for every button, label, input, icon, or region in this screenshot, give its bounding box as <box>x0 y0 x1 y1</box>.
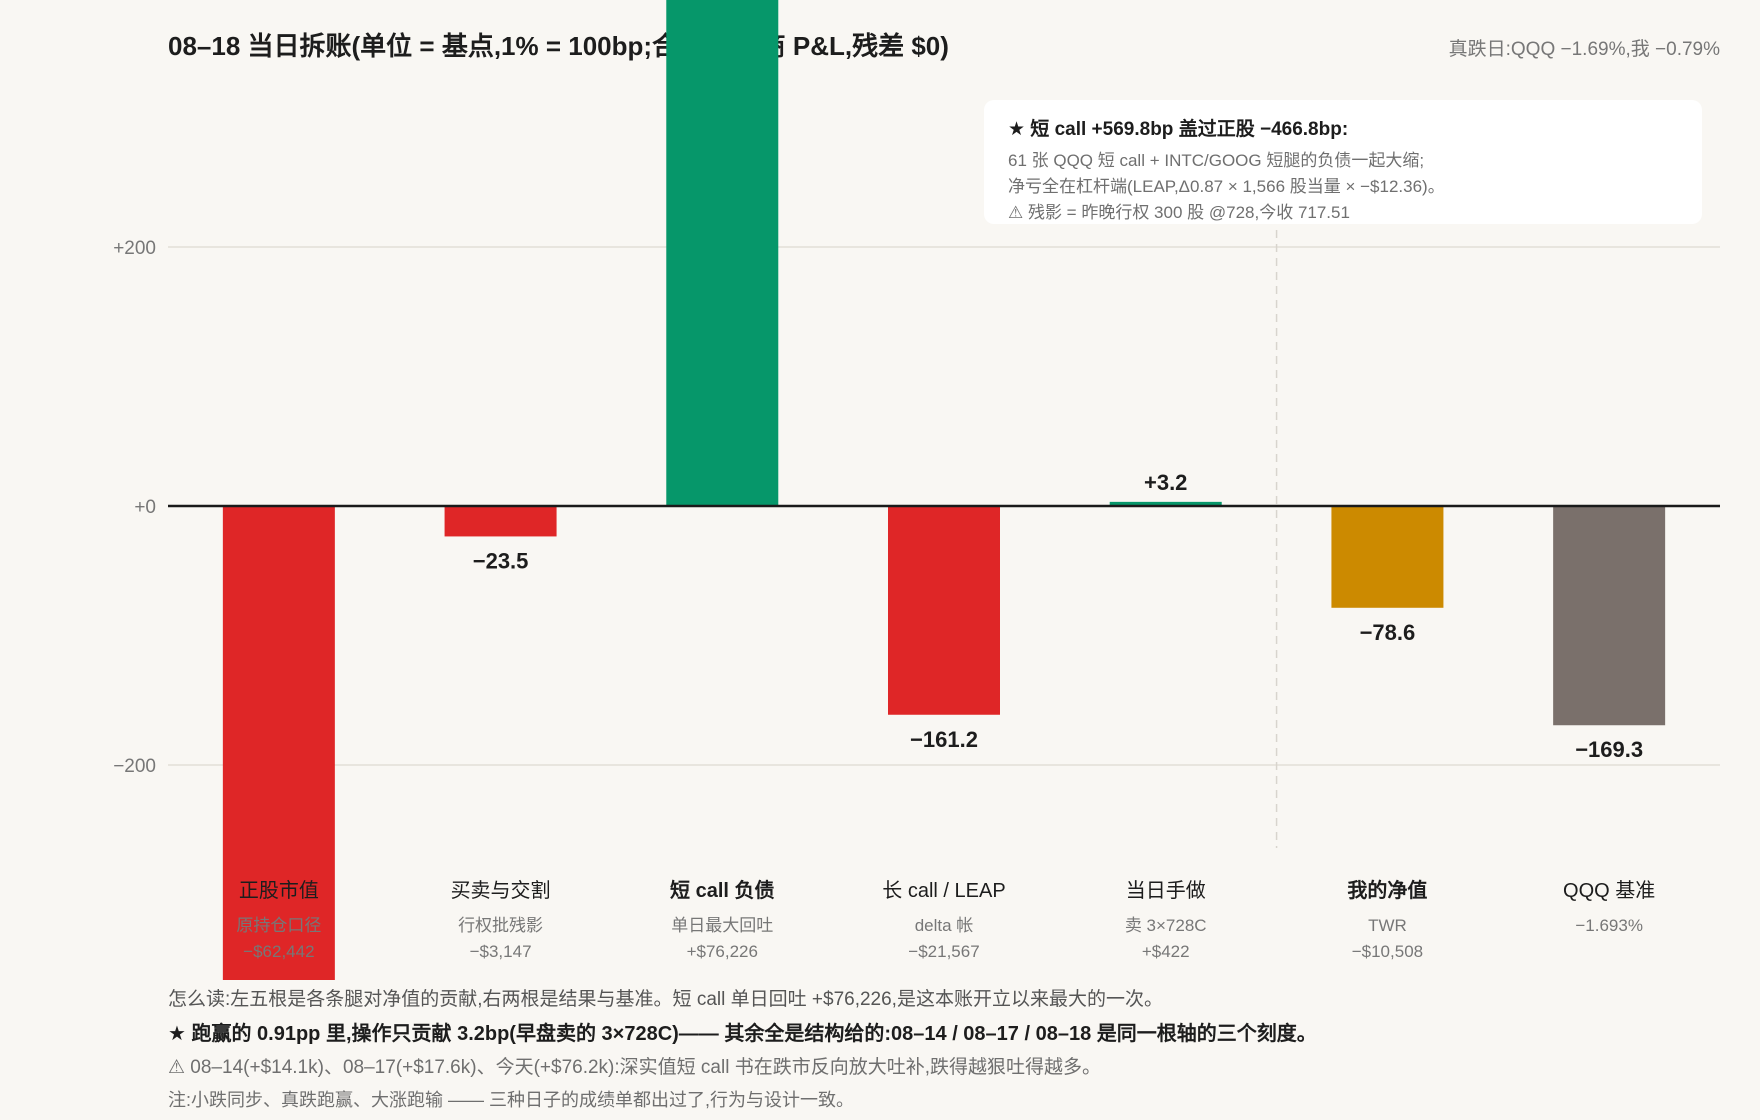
footer-highlight: ★ 跑赢的 0.91pp 里,操作只贡献 3.2bp(早盘卖的 3×728C)—… <box>168 1023 1317 1045</box>
chart-subtitle: 真跌日:QQQ −1.69%,我 −0.79% <box>1448 39 1720 60</box>
category-amount: −$62,442 <box>243 942 314 961</box>
category-amount: −$21,567 <box>908 942 979 961</box>
category-sublabel: TWR <box>1368 916 1407 935</box>
category-sublabel: 行权批残影 <box>458 916 543 935</box>
data-label: −169.3 <box>1575 737 1643 762</box>
annotation-line: 净亏全在杠杆端(LEAP,Δ0.87 × 1,566 股当量 × −$12.36… <box>1008 177 1445 196</box>
category-sublabel: delta 帐 <box>915 916 974 935</box>
category-amount: +$76,226 <box>687 942 758 961</box>
annotation-line: 61 张 QQQ 短 call + INTC/GOOG 短腿的负债一起大缩; <box>1008 151 1425 170</box>
category-label: 正股市值 <box>239 879 319 902</box>
footer-warning: ⚠ 08–14(+$14.1k)、08–17(+$17.6k)、今天(+$76.… <box>168 1057 1101 1078</box>
category-label: 我的净值 <box>1347 878 1427 902</box>
y-tick-label: +0 <box>134 497 156 518</box>
data-label: +3.2 <box>1144 470 1187 495</box>
category-sublabel: −1.693% <box>1575 916 1643 935</box>
data-label: −23.5 <box>473 548 529 573</box>
bar-chart: +600+400+200+0−200−400−466.8正股市值原持仓口径−$6… <box>113 0 1720 980</box>
category-amount: +$422 <box>1142 942 1190 961</box>
bar <box>444 506 557 537</box>
chart-title: 08–18 当日拆账(单位 = 基点,1% = 100bp;合计 ≡ 券商 P&… <box>168 31 949 61</box>
bar <box>1553 506 1666 726</box>
footer-how-to-read: 怎么读:左五根是各条腿对净值的贡献,右两根是结果与基准。短 call 单日回吐 … <box>168 989 1163 1010</box>
footer-note: 注:小跌同步、真跌跑赢、大涨跑输 —— 三种日子的成绩单都出过了,行为与设计一致… <box>168 1090 855 1110</box>
y-tick-label: +200 <box>113 238 156 259</box>
bar <box>1331 506 1444 608</box>
bar <box>666 0 779 506</box>
annotation-box: ★ 短 call +569.8bp 盖过正股 −466.8bp: 61 张 QQ… <box>984 100 1702 224</box>
category-label: QQQ 基准 <box>1563 879 1655 902</box>
data-label: −161.2 <box>910 727 978 752</box>
annotation-line: ⚠ 残影 = 昨晚行权 300 股 @728,今收 717.51 <box>1008 203 1350 222</box>
y-tick-label: −200 <box>113 756 156 777</box>
bar <box>1109 501 1222 506</box>
category-sublabel: 单日最大回吐 <box>671 916 773 935</box>
category-label: 长 call / LEAP <box>882 879 1005 902</box>
category-label: 短 call 负债 <box>670 878 774 902</box>
category-amount: −$10,508 <box>1352 942 1423 961</box>
category-amount: −$3,147 <box>470 942 532 961</box>
bar <box>888 506 1000 715</box>
category-sublabel: 卖 3×728C <box>1125 916 1207 935</box>
category-label: 买卖与交割 <box>451 879 551 902</box>
category-label: 当日手做 <box>1126 879 1206 902</box>
annotation-title: ★ 短 call +569.8bp 盖过正股 −466.8bp: <box>1008 119 1349 140</box>
data-label: −78.6 <box>1360 620 1416 645</box>
category-sublabel: 原持仓口径 <box>236 916 321 935</box>
bar <box>222 506 335 980</box>
